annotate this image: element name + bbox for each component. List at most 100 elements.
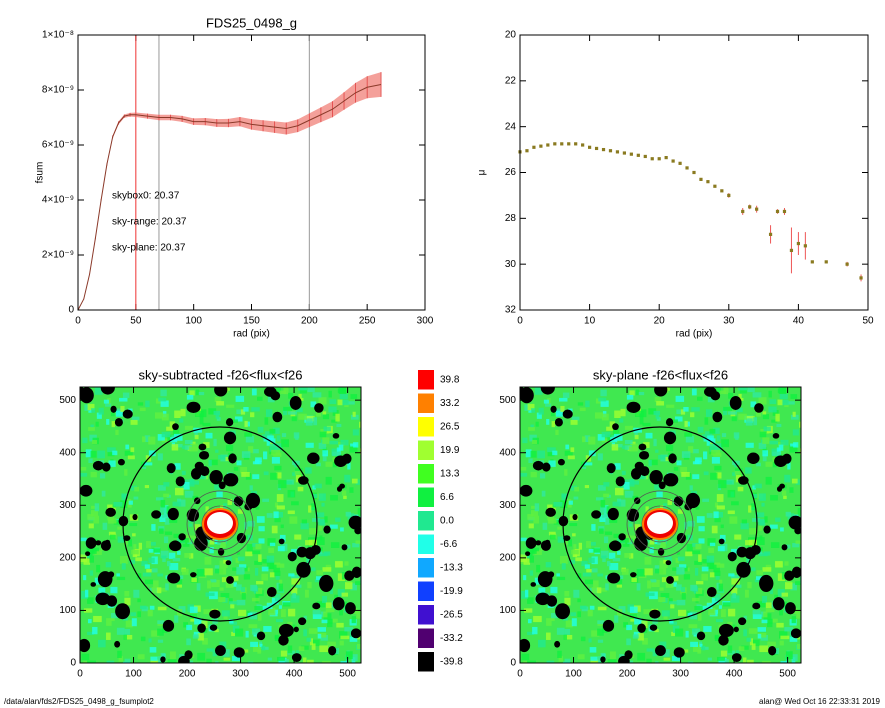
noise — [626, 624, 633, 631]
noise — [315, 512, 325, 518]
noise — [768, 406, 777, 413]
masked-source — [110, 405, 117, 413]
noise — [752, 485, 756, 490]
noise — [663, 657, 671, 661]
noise — [548, 531, 556, 536]
noise — [753, 494, 758, 498]
noise — [792, 543, 800, 548]
noise — [570, 447, 575, 453]
noise — [149, 605, 155, 610]
noise — [781, 399, 789, 406]
noise — [595, 497, 604, 501]
masked-source — [774, 455, 788, 467]
noise — [172, 501, 182, 507]
noise — [261, 566, 269, 572]
masked-source — [95, 540, 102, 546]
noise — [235, 558, 239, 563]
noise — [784, 474, 791, 483]
noise — [329, 524, 338, 529]
noise — [550, 612, 559, 619]
noise — [550, 412, 555, 417]
noise — [184, 490, 194, 498]
noise — [103, 399, 109, 404]
noise — [267, 435, 274, 440]
noise — [597, 656, 602, 663]
noise — [649, 537, 655, 545]
data-point — [581, 143, 585, 147]
noise — [160, 506, 166, 514]
masked-source — [525, 551, 531, 557]
noise — [756, 601, 766, 608]
masked-source — [602, 619, 615, 632]
noise — [711, 597, 719, 605]
noise — [124, 450, 133, 456]
noise — [190, 616, 195, 622]
noise — [683, 649, 689, 653]
noise — [649, 459, 658, 466]
noise — [681, 592, 686, 600]
noise — [218, 596, 226, 603]
noise — [532, 440, 537, 445]
noise — [284, 480, 293, 484]
noise — [116, 573, 120, 577]
noise — [790, 414, 799, 420]
noise — [707, 435, 714, 440]
noise — [707, 538, 716, 546]
noise — [695, 543, 702, 550]
data-point — [622, 151, 626, 155]
noise — [98, 639, 106, 648]
noise — [603, 536, 609, 544]
plot-title: sky-plane -f26<flux<f26 — [593, 367, 728, 382]
noise — [215, 449, 219, 453]
data-point — [859, 276, 863, 280]
y-tick-label: 0 — [510, 658, 516, 669]
noise — [561, 494, 566, 501]
noise — [628, 535, 636, 542]
noise — [713, 511, 719, 519]
noise — [130, 485, 138, 491]
masked-source — [649, 470, 663, 485]
noise — [675, 395, 685, 402]
masked-source — [114, 640, 121, 648]
noise — [571, 416, 580, 421]
noise — [304, 589, 309, 598]
noise — [146, 541, 151, 548]
noise — [585, 400, 590, 408]
noise — [728, 573, 735, 577]
noise — [523, 575, 527, 581]
noise — [556, 573, 560, 577]
noise — [691, 388, 697, 396]
noise — [352, 543, 360, 548]
noise — [527, 619, 532, 624]
noise — [586, 569, 592, 573]
noise — [703, 471, 709, 476]
noise — [698, 526, 705, 532]
noise — [547, 504, 556, 511]
noise — [298, 646, 305, 651]
noise — [741, 645, 749, 650]
noise — [523, 661, 528, 663]
noise — [584, 485, 590, 489]
data-point — [720, 189, 724, 193]
noise — [149, 647, 157, 653]
noise — [755, 576, 764, 580]
colorbar-label: -33.2 — [440, 633, 463, 644]
noise — [92, 626, 98, 635]
noise — [590, 659, 599, 663]
noise — [231, 655, 241, 662]
masked-source — [630, 572, 637, 578]
noise — [87, 597, 94, 604]
noise — [628, 523, 633, 527]
masked-source — [225, 418, 234, 427]
noise — [225, 445, 234, 452]
noise — [312, 610, 321, 616]
noise — [692, 550, 701, 555]
noise — [564, 469, 568, 476]
noise — [601, 555, 607, 559]
masked-source — [307, 452, 320, 464]
noise — [527, 403, 535, 411]
noise — [300, 522, 309, 530]
aperture — [122, 426, 318, 622]
data-point — [755, 207, 759, 211]
noise — [289, 516, 298, 524]
